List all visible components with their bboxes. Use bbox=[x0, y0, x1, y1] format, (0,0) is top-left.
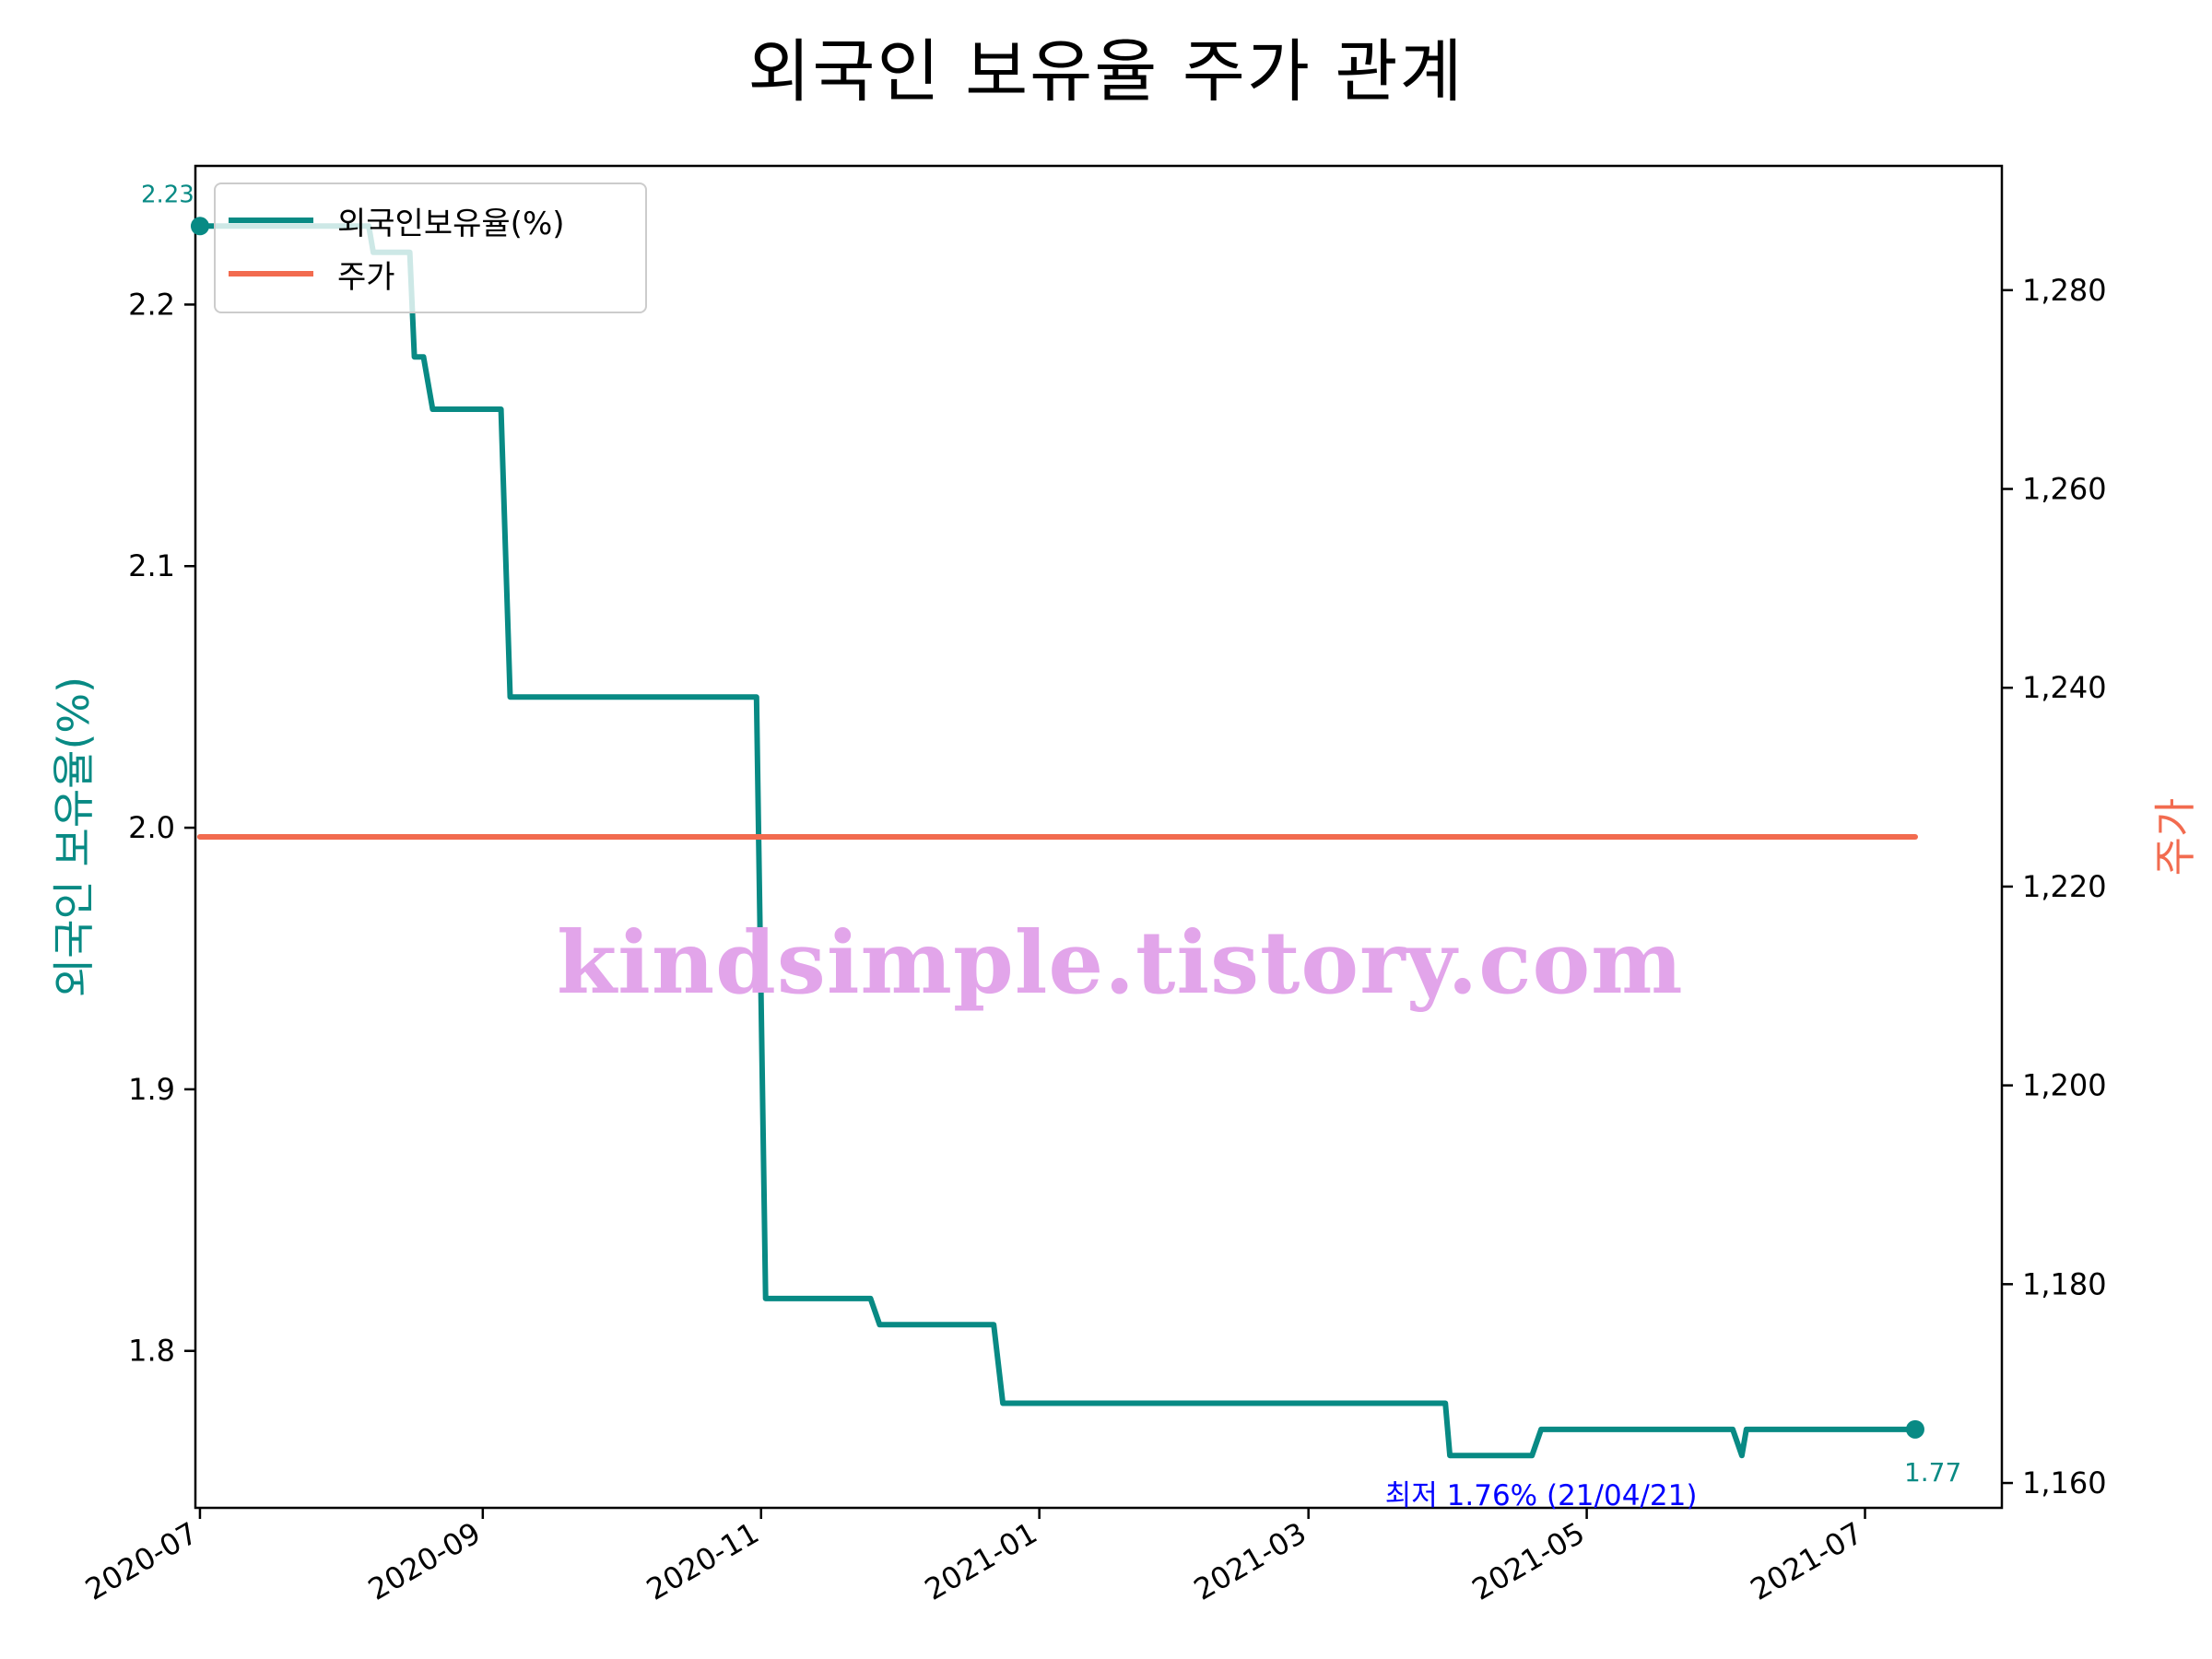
annotation-minimum: 최저 1.76% (21/04/21) bbox=[1385, 1479, 1698, 1512]
y-right-tick-label: 1,260 bbox=[2022, 472, 2107, 507]
annotation-end-value: 1.77 bbox=[1904, 1457, 1961, 1488]
y-right-tick-label: 1,160 bbox=[2022, 1465, 2107, 1500]
annotation-layer: 2.23 1.77 최저 1.76% (21/04/21) bbox=[141, 181, 1961, 1512]
y-axis-right: 1,160 1,180 1,200 1,220 1,240 1,260 1,280 bbox=[2002, 273, 2107, 1500]
x-tick-label: 2021-01 bbox=[919, 1515, 1043, 1607]
y-left-tick-label: 2.2 bbox=[128, 287, 175, 322]
series-start-marker bbox=[190, 217, 209, 236]
series-end-marker bbox=[1905, 1419, 1924, 1439]
y-right-tick-label: 1,180 bbox=[2022, 1266, 2107, 1301]
y-left-tick-label: 2.1 bbox=[128, 548, 175, 583]
legend-item-ownership: 외국인보유율(%) bbox=[229, 197, 565, 243]
y-right-tick-label: 1,220 bbox=[2022, 869, 2107, 904]
y-left-tick-label: 1.8 bbox=[128, 1334, 175, 1369]
legend-swatch-price bbox=[229, 271, 313, 276]
x-tick-label: 2020-09 bbox=[362, 1515, 487, 1607]
x-tick-label: 2021-07 bbox=[1745, 1515, 1869, 1607]
legend-swatch-ownership bbox=[229, 218, 313, 223]
series-line-ownership bbox=[196, 223, 1918, 1459]
legend-label-price: 주가 bbox=[337, 258, 395, 296]
y-axis-left-label: 외국인 보유율(%) bbox=[49, 677, 99, 997]
y-right-tick-label: 1,280 bbox=[2022, 273, 2107, 308]
y-axis-left: 1.8 1.9 2.0 2.1 2.2 bbox=[128, 287, 195, 1369]
y-left-tick-label: 1.9 bbox=[128, 1072, 175, 1107]
series-layer bbox=[190, 217, 1924, 1459]
chart-title: 외국인 보유율 주가 관계 bbox=[747, 32, 1465, 112]
x-tick-label: 2020-07 bbox=[79, 1515, 204, 1607]
watermark: kindsimple.tistory.com bbox=[557, 912, 1684, 1014]
y-right-tick-label: 1,240 bbox=[2022, 670, 2107, 705]
y-axis-right-label: 주가 bbox=[2150, 798, 2200, 877]
annotation-start-value: 2.23 bbox=[141, 181, 194, 208]
plot-frame bbox=[194, 164, 2004, 1510]
y-right-tick-label: 1,200 bbox=[2022, 1068, 2107, 1103]
x-tick-label: 2021-03 bbox=[1188, 1515, 1312, 1607]
legend-item-price: 주가 bbox=[229, 251, 395, 297]
y-left-tick-label: 2.0 bbox=[128, 810, 175, 845]
x-axis: 2020-07 2020-09 2020-11 2021-01 2021-03 2021-… bbox=[79, 1508, 1869, 1607]
legend-label-ownership: 외국인보유율(%) bbox=[337, 205, 565, 242]
x-tick-label: 2020-11 bbox=[641, 1515, 765, 1607]
legend: 외국인보유율(%) 주가 bbox=[214, 182, 647, 313]
x-tick-label: 2021-05 bbox=[1466, 1515, 1591, 1607]
